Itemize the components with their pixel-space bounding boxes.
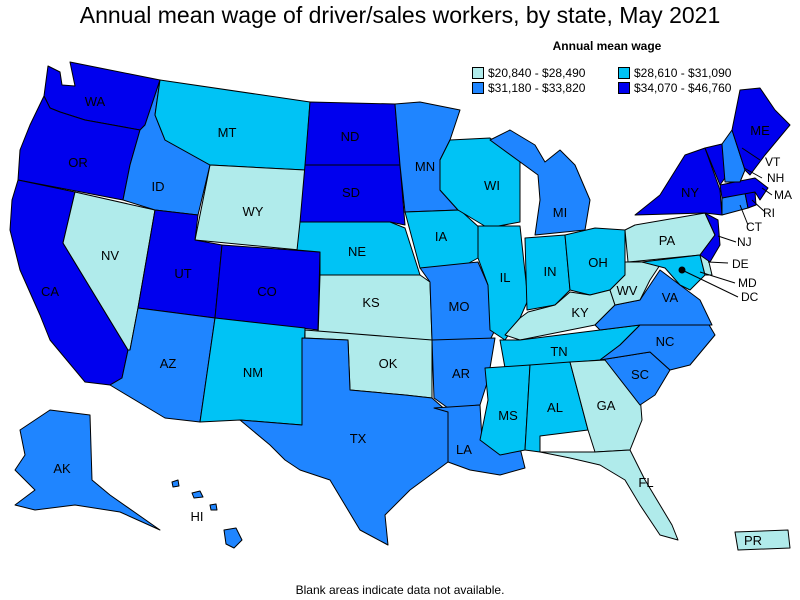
label-in: IN bbox=[544, 264, 557, 279]
state-va[interactable] bbox=[594, 269, 713, 331]
state-nh[interactable] bbox=[721, 129, 746, 183]
label-sd: SD bbox=[342, 185, 360, 200]
label-ar: AR bbox=[452, 366, 470, 381]
legend-swatch-3 bbox=[472, 82, 484, 94]
label-ct: CT bbox=[746, 220, 763, 234]
label-ia: IA bbox=[435, 229, 448, 244]
label-vt: VT bbox=[765, 155, 781, 169]
label-me: ME bbox=[750, 123, 770, 138]
label-wv: WV bbox=[617, 283, 638, 298]
state-ak[interactable] bbox=[14, 409, 161, 531]
state-nc[interactable] bbox=[599, 317, 716, 371]
label-ga: GA bbox=[597, 398, 616, 413]
state-sd[interactable] bbox=[299, 164, 406, 226]
label-mt: MT bbox=[218, 125, 237, 140]
state-pr[interactable] bbox=[734, 529, 791, 551]
label-mi: MI bbox=[553, 205, 567, 220]
label-ny: NY bbox=[681, 185, 699, 200]
label-pa: PA bbox=[659, 233, 676, 248]
state-in[interactable] bbox=[524, 234, 571, 311]
label-nd: ND bbox=[341, 129, 360, 144]
label-wi: WI bbox=[484, 178, 500, 193]
label-nv: NV bbox=[101, 248, 119, 263]
label-tn: TN bbox=[550, 344, 567, 359]
label-dc: DC bbox=[741, 290, 759, 304]
label-co: CO bbox=[257, 284, 277, 299]
legend-title: Annual mean wage bbox=[552, 39, 662, 53]
label-ks: KS bbox=[362, 295, 380, 310]
legend-item-1: $20,840 - $28,490 bbox=[472, 66, 585, 80]
label-ri: RI bbox=[763, 206, 775, 220]
label-sc: SC bbox=[631, 367, 649, 382]
label-nh: NH bbox=[767, 171, 784, 185]
label-ak: AK bbox=[53, 461, 71, 476]
legend-swatch-4 bbox=[618, 82, 630, 94]
label-pr: PR bbox=[744, 533, 762, 548]
label-hi: HI bbox=[191, 509, 204, 524]
label-il: IL bbox=[500, 270, 511, 285]
label-ma: MA bbox=[774, 188, 792, 202]
label-or: OR bbox=[68, 155, 88, 170]
state-hi[interactable] bbox=[171, 479, 243, 549]
state-labels: WA OR CA NV ID MT WY UT CO AZ NM ND SD N… bbox=[41, 94, 792, 548]
label-ok: OK bbox=[379, 356, 398, 371]
state-ky[interactable] bbox=[504, 289, 616, 341]
label-ky: KY bbox=[571, 305, 589, 320]
legend-label-1: $20,840 - $28,490 bbox=[488, 66, 586, 80]
legend-label-4: $34,070 - $46,760 bbox=[634, 81, 732, 95]
label-leader-lines bbox=[681, 147, 773, 298]
map-title: Annual mean wage of driver/sales workers… bbox=[79, 2, 721, 28]
state-fl[interactable] bbox=[539, 449, 679, 541]
state-ny[interactable] bbox=[634, 147, 723, 216]
label-md: MD bbox=[738, 276, 757, 290]
label-ms: MS bbox=[498, 408, 518, 423]
label-ca: CA bbox=[41, 284, 59, 299]
label-la: LA bbox=[456, 442, 472, 457]
label-mo: MO bbox=[449, 299, 470, 314]
label-ut: UT bbox=[174, 266, 191, 281]
label-de: DE bbox=[732, 257, 749, 271]
label-mn: MN bbox=[415, 159, 435, 174]
label-va: VA bbox=[662, 290, 679, 305]
legend-label-3: $31,180 - $33,820 bbox=[488, 81, 586, 95]
legend-item-4: $34,070 - $46,760 bbox=[618, 81, 731, 95]
legend-item-2: $28,610 - $31,090 bbox=[618, 66, 731, 80]
legend-item-3: $31,180 - $33,820 bbox=[472, 81, 585, 95]
state-me[interactable] bbox=[731, 87, 791, 176]
label-wa: WA bbox=[85, 94, 106, 109]
legend-swatch-2 bbox=[618, 67, 630, 79]
label-wy: WY bbox=[243, 204, 264, 219]
legend-swatch-1 bbox=[472, 67, 484, 79]
label-az: AZ bbox=[160, 356, 177, 371]
label-tx: TX bbox=[350, 431, 367, 446]
label-al: AL bbox=[547, 400, 563, 415]
label-nj: NJ bbox=[737, 235, 752, 249]
label-ne: NE bbox=[348, 244, 366, 259]
footnote: Blank areas indicate data not available. bbox=[295, 583, 505, 597]
label-nc: NC bbox=[656, 334, 675, 349]
legend-label-2: $28,610 - $31,090 bbox=[634, 66, 732, 80]
label-fl: FL bbox=[638, 475, 653, 490]
label-oh: OH bbox=[588, 255, 608, 270]
state-tx[interactable] bbox=[239, 337, 449, 546]
label-id: ID bbox=[152, 179, 165, 194]
state-ma[interactable] bbox=[719, 177, 769, 201]
state-mi[interactable] bbox=[489, 129, 591, 236]
label-nm: NM bbox=[243, 365, 263, 380]
